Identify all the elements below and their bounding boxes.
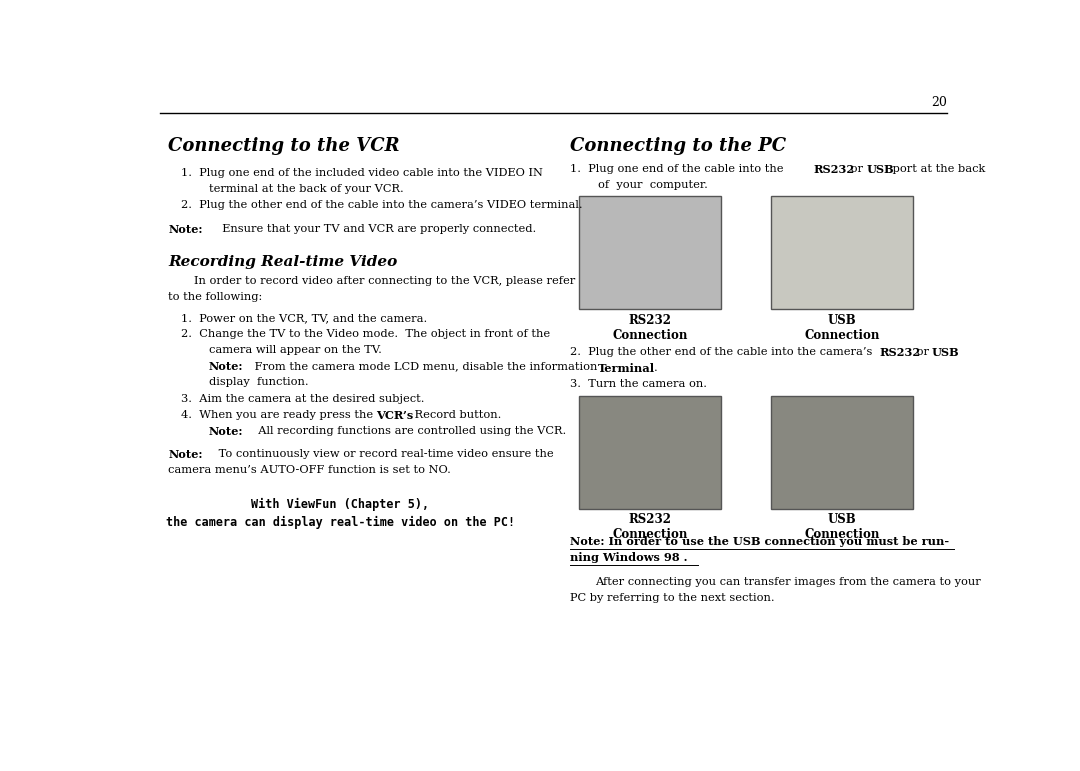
Text: USB: USB [828,513,856,527]
Text: From the camera mode LCD menu, disable the information: From the camera mode LCD menu, disable t… [251,362,597,372]
Text: Note:: Note: [208,426,243,436]
Text: PC by referring to the next section.: PC by referring to the next section. [570,593,774,603]
Text: port at the back: port at the back [889,163,985,173]
Bar [771,197,914,309]
Text: USB: USB [932,347,959,359]
Text: display  function.: display function. [208,378,308,388]
Text: ning Windows 98 .: ning Windows 98 . [570,552,688,563]
Text: To continuously view or record real-time video ensure the: To continuously view or record real-time… [215,449,554,460]
Text: RS232: RS232 [629,314,672,327]
Text: Ensure that your TV and VCR are properly connected.: Ensure that your TV and VCR are properly… [215,224,537,234]
Text: or: or [914,347,933,357]
Text: to the following:: to the following: [168,292,262,302]
Text: 2.  Plug the other end of the cable into the camera’s: 2. Plug the other end of the cable into … [570,347,876,357]
Text: RS232: RS232 [879,347,920,359]
Text: camera menu’s AUTO-OFF function is set to NO.: camera menu’s AUTO-OFF function is set t… [168,466,451,476]
Text: Connection: Connection [612,328,688,342]
Text: 3.  Aim the camera at the desired subject.: 3. Aim the camera at the desired subject… [181,393,424,403]
Text: Recording Real-time Video: Recording Real-time Video [168,254,397,268]
Text: Record button.: Record button. [411,409,501,419]
Text: 3.  Turn the camera on.: 3. Turn the camera on. [570,379,707,389]
Text: RS232: RS232 [629,513,672,527]
Text: USB: USB [866,163,894,175]
Bar [579,396,721,509]
Text: 1.  Plug one end of the cable into the: 1. Plug one end of the cable into the [570,163,787,173]
Text: Connection: Connection [612,528,688,541]
Text: 1.  Plug one end of the included video cable into the VIDEO IN: 1. Plug one end of the included video ca… [181,168,543,178]
Text: terminal at the back of your VCR.: terminal at the back of your VCR. [208,184,404,194]
Text: USB: USB [828,314,856,327]
Text: Note: In order to use the USB connection you must be run-: Note: In order to use the USB connection… [570,536,949,547]
Text: Note:: Note: [168,449,203,460]
Text: Connection: Connection [805,328,880,342]
Text: In order to record video after connecting to the VCR, please refer: In order to record video after connectin… [193,276,575,286]
Text: 2.  Plug the other end of the cable into the camera’s VIDEO terminal.: 2. Plug the other end of the cable into … [181,200,583,210]
Text: Note:: Note: [208,362,243,372]
Bar [579,197,721,309]
Text: VCR’s: VCR’s [376,409,414,420]
Text: .: . [653,363,658,373]
Text: or: or [848,163,867,173]
Text: With ViewFun (Chapter 5),: With ViewFun (Chapter 5), [251,498,429,511]
Text: 2.  Change the TV to the Video mode.  The object in front of the: 2. Change the TV to the Video mode. The … [181,329,550,339]
Text: Terminal: Terminal [598,363,654,374]
Text: After connecting you can transfer images from the camera to your: After connecting you can transfer images… [595,577,981,587]
Text: 20: 20 [931,96,947,109]
Text: the camera can display real-time video on the PC!: the camera can display real-time video o… [165,516,515,529]
Text: of  your  computer.: of your computer. [598,180,707,190]
Text: Connecting to the VCR: Connecting to the VCR [168,137,400,155]
Text: Connection: Connection [805,528,880,541]
Bar [771,396,914,509]
Text: 1.  Power on the VCR, TV, and the camera.: 1. Power on the VCR, TV, and the camera. [181,313,428,323]
Text: 4.  When you are ready press the: 4. When you are ready press the [181,409,377,419]
Text: All recording functions are controlled using the VCR.: All recording functions are controlled u… [251,426,566,436]
Text: RS232: RS232 [813,163,854,175]
Text: camera will appear on the TV.: camera will appear on the TV. [208,345,381,355]
Text: Connecting to the PC: Connecting to the PC [570,137,786,155]
Text: Note:: Note: [168,224,203,234]
